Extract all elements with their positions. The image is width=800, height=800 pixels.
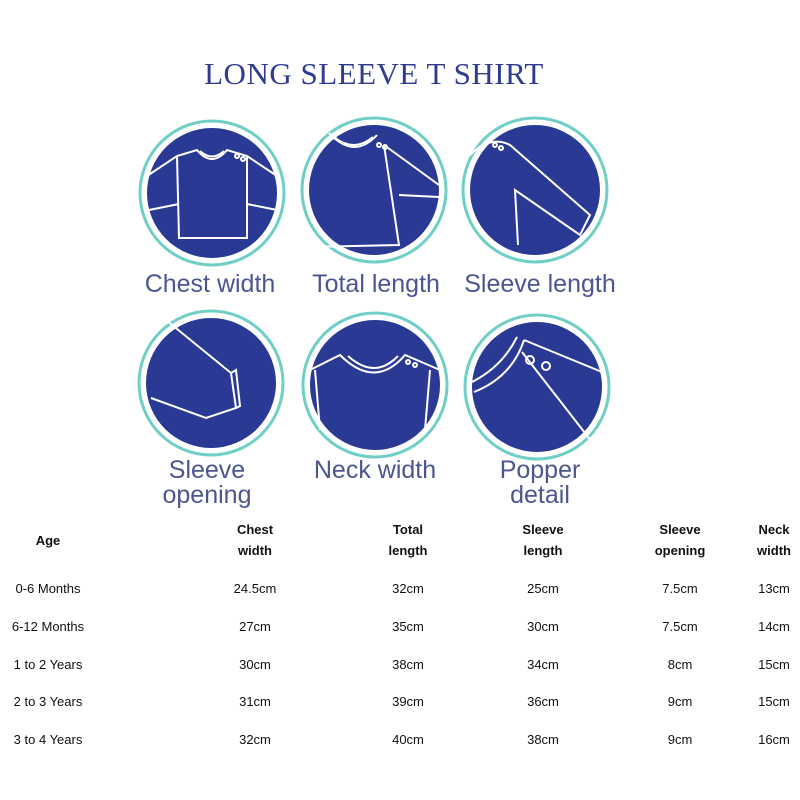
label-sleeve-length: Sleeve length — [464, 270, 616, 298]
row-age: 1 to 2 Years — [13, 656, 83, 672]
table-cell: 39cm — [392, 694, 424, 710]
table-cell: 9cm — [667, 732, 693, 748]
column-header-line2: width — [757, 543, 791, 558]
column-header: Chest width — [237, 519, 273, 561]
label-popper-detail: Popper detail — [445, 458, 635, 508]
table-cell: 34cm — [527, 656, 559, 672]
popper-icon — [463, 313, 611, 461]
shirt-length-icon — [300, 116, 448, 264]
sleeve-length-icon — [461, 116, 609, 264]
table-cell: 15cm — [758, 656, 790, 672]
row-age: 0-6 Months — [15, 581, 81, 596]
table-cell: 13cm — [758, 581, 790, 596]
table-cell: 8cm — [667, 656, 693, 672]
table-cell: 32cm — [239, 732, 271, 748]
sleeve-cuff-icon — [137, 309, 285, 457]
table-cell: 25cm — [527, 581, 559, 596]
table-cell: 15cm — [758, 694, 790, 710]
table-cell: 31cm — [239, 694, 271, 710]
table-cell: 30cm — [527, 618, 559, 634]
column-header-line2: width — [238, 543, 272, 558]
table-cell: 32cm — [392, 581, 424, 596]
page-title: LONG SLEEVE T SHIRT — [204, 56, 544, 91]
neckline-icon — [301, 311, 449, 459]
column-header: Sleeve opening — [655, 519, 706, 561]
label-sleeve-opening-line2: opening — [162, 481, 252, 509]
table-cell: 30cm — [239, 656, 271, 672]
table-cell: 24.5cm — [233, 581, 277, 596]
column-header-line1: Age — [35, 533, 61, 548]
shirt-front-icon — [138, 119, 286, 267]
label-total-length: Total length — [312, 270, 440, 298]
table-cell: 40cm — [392, 732, 424, 748]
table-cell: 14cm — [758, 618, 790, 634]
column-header-line1: Neck — [758, 522, 790, 537]
column-header: Age — [36, 530, 61, 551]
column-header-line1: Chest — [236, 522, 274, 537]
row-age: 2 to 3 Years — [13, 694, 83, 710]
column-header-line1: Total — [392, 522, 424, 537]
table-cell: 36cm — [527, 694, 559, 710]
table-cell: 7.5cm — [662, 581, 698, 596]
column-header-line1: Sleeve — [659, 522, 701, 537]
label-sleeve-opening-line1: Sleeve — [168, 456, 246, 484]
table-cell: 16cm — [758, 732, 790, 748]
label-neck-width: Neck width — [313, 456, 437, 484]
column-header: Total length — [389, 519, 428, 561]
column-header-line1: Sleeve — [522, 522, 564, 537]
row-age: 3 to 4 Years — [13, 732, 83, 748]
row-age: 6-12 Months — [11, 618, 85, 634]
label-sleeve-opening: Sleeve opening — [112, 458, 302, 508]
table-cell: 9cm — [667, 694, 693, 710]
table-cell: 35cm — [392, 618, 424, 634]
column-header-line2: length — [388, 543, 428, 558]
table-cell: 38cm — [392, 656, 424, 672]
table-cell: 27cm — [239, 618, 271, 634]
column-header-line2: opening — [654, 543, 706, 558]
table-cell: 7.5cm — [662, 618, 698, 634]
column-header: Neck width — [757, 519, 791, 561]
column-header-line2: length — [523, 543, 563, 558]
table-cell: 38cm — [527, 732, 559, 748]
label-popper-detail-line2: detail — [510, 481, 570, 509]
column-header: Sleeve length — [522, 519, 563, 561]
label-chest-width: Chest width — [144, 270, 276, 298]
label-popper-detail-line1: Popper — [499, 456, 581, 484]
